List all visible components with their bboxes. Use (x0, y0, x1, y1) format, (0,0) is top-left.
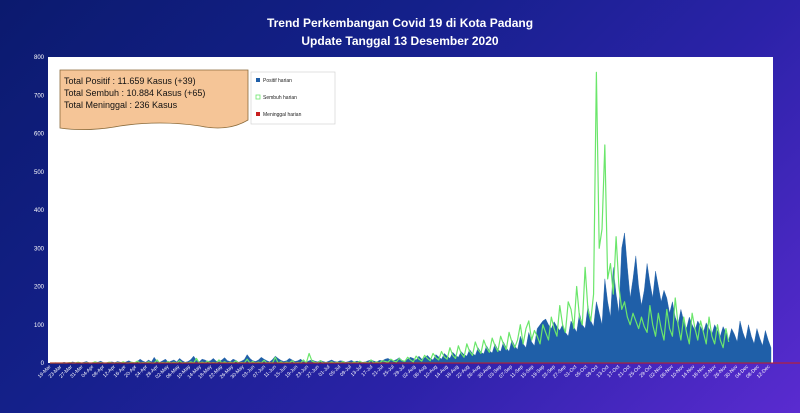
summary-box-shape (59, 69, 249, 130)
summary-total-meninggal: Total Meninggal : 236 Kasus (64, 100, 178, 110)
legend-box (250, 71, 336, 125)
y-tick-label: 800 (34, 55, 45, 61)
y-axis: 0 100 200 300 400 500 600 700 800 (34, 55, 45, 367)
y-tick-label: 500 (34, 170, 45, 176)
y-tick-label: 300 (34, 246, 45, 252)
y-tick-label: 600 (34, 132, 45, 138)
legend-swatch-positif (256, 78, 260, 82)
y-tick-label: 200 (34, 285, 45, 291)
x-axis: 19-Mar23-Mar27-Mar31-Mar04-Apr08-Apr12-A… (37, 364, 772, 380)
y-tick-label: 0 (41, 361, 45, 367)
y-tick-label: 700 (34, 93, 45, 99)
legend-swatch-meninggal (256, 112, 260, 116)
legend-label-meninggal: Meninggal harian (263, 112, 302, 118)
summary-total-sembuh: Total Sembuh : 10.884 Kasus (+65) (64, 88, 205, 98)
y-tick-label: 400 (34, 208, 45, 214)
series-positif-area (50, 232, 772, 364)
y-tick-label: 100 (34, 323, 45, 329)
chart-subtitle: Update Tanggal 13 Desember 2020 (301, 34, 499, 48)
legend-swatch-sembuh (255, 94, 261, 100)
legend-label-positif: Positif harian (263, 78, 292, 84)
series-layer (50, 71, 800, 364)
legend-label-sembuh: Sembuh harian (263, 95, 297, 101)
summary-total-positif: Total Positif : 11.659 Kasus (+39) (64, 76, 196, 86)
legend: Positif harian Sembuh harian Meninggal h… (250, 71, 336, 125)
summary-box: Total Positif : 11.659 Kasus (+39) Total… (59, 69, 249, 130)
chart-title: Trend Perkembangan Covid 19 di Kota Pada… (266, 16, 534, 30)
